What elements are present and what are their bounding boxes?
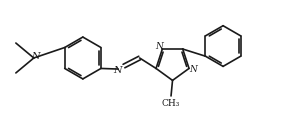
- Text: N: N: [31, 52, 39, 61]
- Text: CH₃: CH₃: [162, 99, 180, 108]
- Text: N: N: [113, 66, 122, 75]
- Text: N: N: [189, 65, 197, 74]
- Text: N: N: [155, 42, 163, 51]
